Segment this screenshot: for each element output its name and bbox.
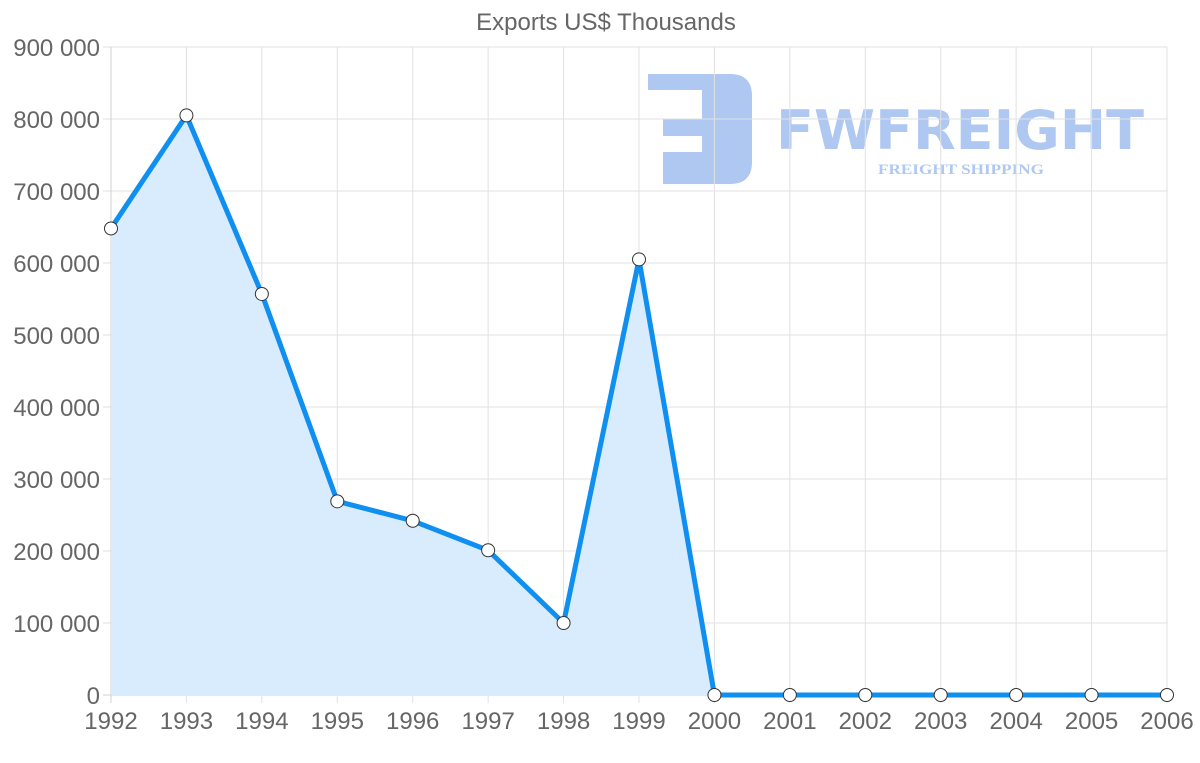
data-point-2002[interactable] bbox=[858, 688, 873, 702]
x-tick-label: 2005 bbox=[1065, 708, 1118, 735]
x-tick-label: 1992 bbox=[84, 708, 137, 735]
x-tick-label: 2002 bbox=[839, 708, 892, 735]
data-point-2005[interactable] bbox=[1084, 688, 1099, 702]
data-point-1997[interactable] bbox=[481, 543, 496, 558]
y-tick-label: 800 000 bbox=[13, 107, 100, 134]
data-point-2000[interactable] bbox=[707, 688, 722, 702]
x-tick-label: 1995 bbox=[311, 708, 364, 735]
x-tick-label: 1997 bbox=[461, 708, 514, 735]
x-tick-label: 2006 bbox=[1140, 708, 1193, 735]
area-fill bbox=[111, 115, 1167, 695]
y-tick-label: 900 000 bbox=[13, 35, 100, 62]
data-point-1998[interactable] bbox=[556, 616, 571, 630]
x-tick-label: 1994 bbox=[235, 708, 288, 735]
watermark-brand: FWFREIGHT bbox=[776, 99, 1144, 162]
x-tick-label: 1999 bbox=[612, 708, 665, 735]
data-point-1994[interactable] bbox=[254, 286, 269, 301]
watermark-tagline: FREIGHT SHIPPING bbox=[878, 162, 1044, 178]
data-point-2003[interactable] bbox=[933, 688, 948, 702]
y-tick-label: 300 000 bbox=[13, 467, 100, 494]
series-data-points bbox=[104, 108, 1174, 702]
x-tick-label: 1998 bbox=[537, 708, 590, 735]
y-tick-label: 500 000 bbox=[13, 323, 100, 350]
fwfreight-watermark-logo: FWFREIGHT FREIGHT SHIPPING bbox=[648, 74, 1144, 184]
data-point-1995[interactable] bbox=[330, 494, 345, 509]
chart-title: Exports US$ Thousands bbox=[476, 9, 736, 36]
y-axis-tick-labels: 0 100 000 200 000 300 000 400 000 500 000 600 … bbox=[13, 35, 100, 710]
x-tick-label: 2000 bbox=[688, 708, 741, 735]
data-point-1993[interactable] bbox=[179, 108, 194, 123]
y-tick-label: 400 000 bbox=[13, 395, 100, 422]
y-tick-label: 100 000 bbox=[13, 611, 100, 638]
x-tick-label: 2004 bbox=[989, 708, 1042, 735]
data-point-1992[interactable] bbox=[104, 221, 118, 236]
data-point-2006[interactable] bbox=[1160, 688, 1174, 702]
data-point-2004[interactable] bbox=[1009, 688, 1024, 702]
y-tick-label: 200 000 bbox=[13, 539, 100, 566]
data-point-1996[interactable] bbox=[405, 513, 420, 528]
x-axis-tick-labels: 1992 1993 1994 1995 1996 1997 1998 1999 2000 2001… bbox=[84, 708, 1193, 735]
x-tick-label: 1996 bbox=[386, 708, 439, 735]
x-tick-label: 2001 bbox=[763, 708, 816, 735]
y-tick-label: 600 000 bbox=[13, 251, 100, 278]
series-area-fill bbox=[111, 115, 1167, 695]
data-point-1999[interactable] bbox=[632, 252, 646, 267]
x-tick-label: 1993 bbox=[160, 708, 213, 735]
y-tick-label: 700 000 bbox=[13, 179, 100, 206]
data-point-2001[interactable] bbox=[782, 688, 797, 702]
y-tick-label: 0 bbox=[87, 683, 100, 710]
fwfreight-logo-icon bbox=[648, 74, 752, 184]
x-tick-label: 2003 bbox=[914, 708, 967, 735]
